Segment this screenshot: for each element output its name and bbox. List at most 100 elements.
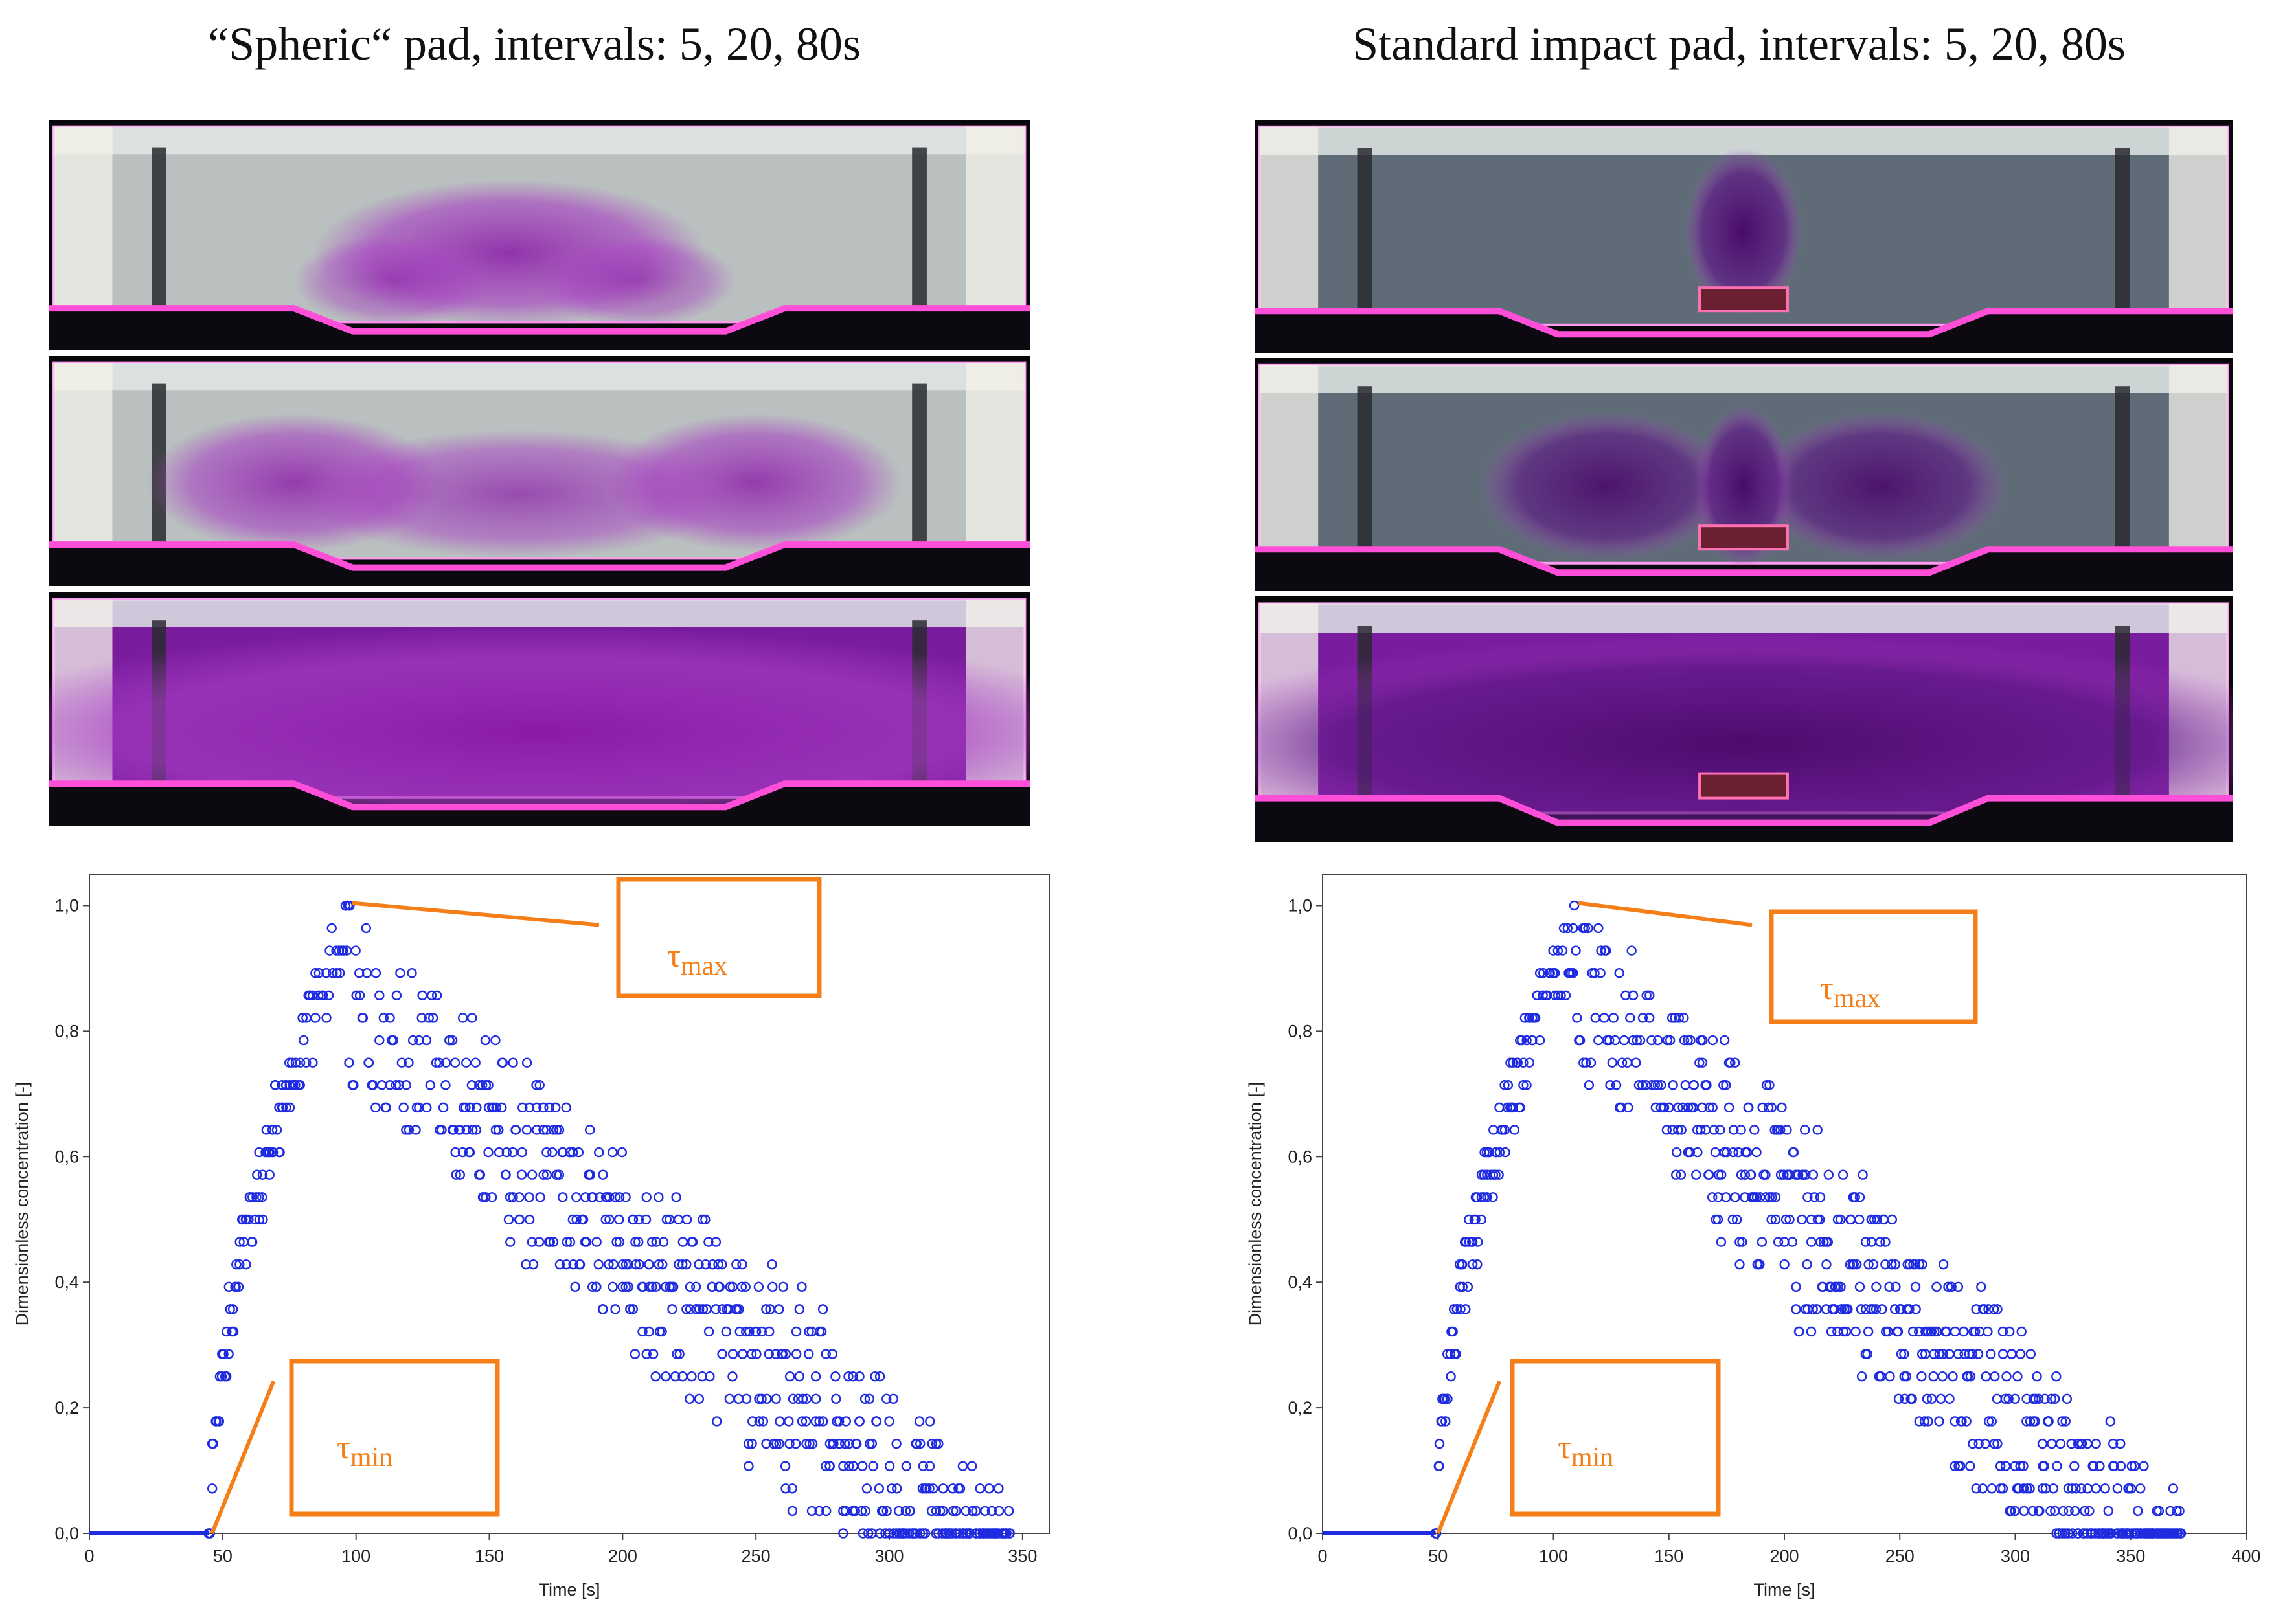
data-point xyxy=(532,1125,542,1135)
data-point xyxy=(1914,1259,1925,1270)
data-point xyxy=(480,1035,491,1046)
data-point xyxy=(593,1259,604,1270)
data-point xyxy=(1826,1326,1837,1337)
data-point xyxy=(2005,1326,2015,1337)
data-point xyxy=(637,1281,648,1292)
data-point xyxy=(483,1147,494,1158)
data-point xyxy=(1552,945,1563,956)
data-point xyxy=(1571,945,1581,956)
data-point xyxy=(1616,1102,1626,1113)
tau-max-label: τmax xyxy=(1820,970,1880,1013)
y-tick-label: 0,8 xyxy=(1288,1021,1312,1041)
data-point xyxy=(370,967,381,978)
data-point xyxy=(1637,1080,1648,1090)
data-point xyxy=(1524,1057,1535,1068)
data-point xyxy=(524,1214,535,1225)
data-point xyxy=(2112,1483,2123,1494)
data-point xyxy=(774,1438,784,1449)
data-point xyxy=(717,1349,727,1359)
data-point xyxy=(1641,990,1652,1001)
data-point xyxy=(538,1125,549,1135)
data-point xyxy=(1946,1281,1957,1292)
data-point xyxy=(931,1506,942,1517)
data-point xyxy=(1775,1125,1786,1135)
y-tick-label: 0,0 xyxy=(1288,1524,1312,1543)
data-point xyxy=(1631,1057,1641,1068)
data-point xyxy=(1697,1057,1708,1068)
data-point xyxy=(608,1281,618,1292)
data-point xyxy=(740,1281,751,1292)
data-point xyxy=(767,1259,777,1270)
data-point xyxy=(2015,1461,2025,1471)
data-point xyxy=(1763,1102,1774,1113)
data-point xyxy=(1448,1326,1458,1337)
data-point xyxy=(791,1349,802,1359)
data-point xyxy=(398,1102,409,1113)
data-point xyxy=(778,1281,788,1292)
data-point xyxy=(521,1259,531,1270)
data-point xyxy=(1889,1304,1900,1314)
data-point xyxy=(1885,1371,1895,1382)
data-point xyxy=(1727,1214,1738,1225)
data-point xyxy=(598,1169,608,1180)
data-point xyxy=(897,1528,908,1539)
data-point xyxy=(2174,1506,2185,1517)
data-point xyxy=(787,1483,797,1494)
data-point xyxy=(871,1416,881,1427)
data-point xyxy=(277,1102,288,1113)
data-point xyxy=(743,1438,754,1449)
data-point xyxy=(1494,1169,1504,1180)
x-axis-label: Time [s] xyxy=(1753,1580,1815,1599)
data-point xyxy=(534,1080,545,1090)
data-point xyxy=(1961,1416,1972,1427)
standard-pad-chart: 0,0 0,2 0,4 0,6 0,8 1,0 0 50 100 150 200 250 300 350 4… xyxy=(1211,855,2274,1624)
data-point xyxy=(571,1214,582,1225)
data-point xyxy=(455,1125,466,1135)
data-point xyxy=(450,1057,460,1068)
data-point xyxy=(391,990,402,1001)
data-point xyxy=(411,1125,421,1135)
data-point xyxy=(2064,1506,2074,1517)
data-point xyxy=(1623,1102,1633,1113)
data-point xyxy=(483,1080,494,1090)
data-point xyxy=(1938,1259,1949,1270)
data-point xyxy=(2030,1393,2041,1404)
data-point xyxy=(712,1416,722,1427)
data-point xyxy=(740,1326,751,1337)
data-point xyxy=(1610,1035,1620,1046)
data-point xyxy=(1953,1281,1964,1292)
data-point xyxy=(1823,1169,1834,1180)
data-point xyxy=(1666,1013,1677,1023)
data-point xyxy=(2129,1528,2140,1539)
data-point xyxy=(2033,1506,2044,1517)
data-point xyxy=(1538,967,1549,978)
data-point xyxy=(1494,1102,1505,1113)
data-point xyxy=(1967,1349,1977,1359)
standard-pad-photo-20s xyxy=(1255,358,2233,591)
data-point xyxy=(685,1304,696,1314)
data-point xyxy=(205,1528,215,1539)
data-point xyxy=(2076,1438,2087,1449)
data-point xyxy=(351,990,361,1001)
data-point xyxy=(238,1214,248,1225)
data-point xyxy=(784,1416,794,1427)
data-point xyxy=(1721,1080,1731,1090)
data-point xyxy=(1455,1304,1466,1314)
data-point xyxy=(1917,1259,1927,1270)
data-point xyxy=(1472,1237,1483,1247)
data-point xyxy=(223,1349,234,1359)
data-point xyxy=(350,945,361,956)
data-point xyxy=(2082,1438,2093,1449)
data-point xyxy=(1484,1147,1494,1158)
data-point xyxy=(271,1125,282,1135)
data-point xyxy=(604,1259,614,1270)
data-point xyxy=(1490,1169,1501,1180)
data-point xyxy=(821,1461,831,1471)
x-tick-label: 150 xyxy=(1654,1546,1683,1566)
standard-pad-chart-svg: 0,0 0,2 0,4 0,6 0,8 1,0 0 50 100 150 200 250 300 350 4… xyxy=(1245,874,2261,1599)
data-point xyxy=(1937,1371,1948,1382)
data-point xyxy=(954,1528,964,1539)
data-point xyxy=(644,1326,654,1337)
data-point xyxy=(1862,1349,1872,1359)
data-point xyxy=(531,1102,542,1113)
